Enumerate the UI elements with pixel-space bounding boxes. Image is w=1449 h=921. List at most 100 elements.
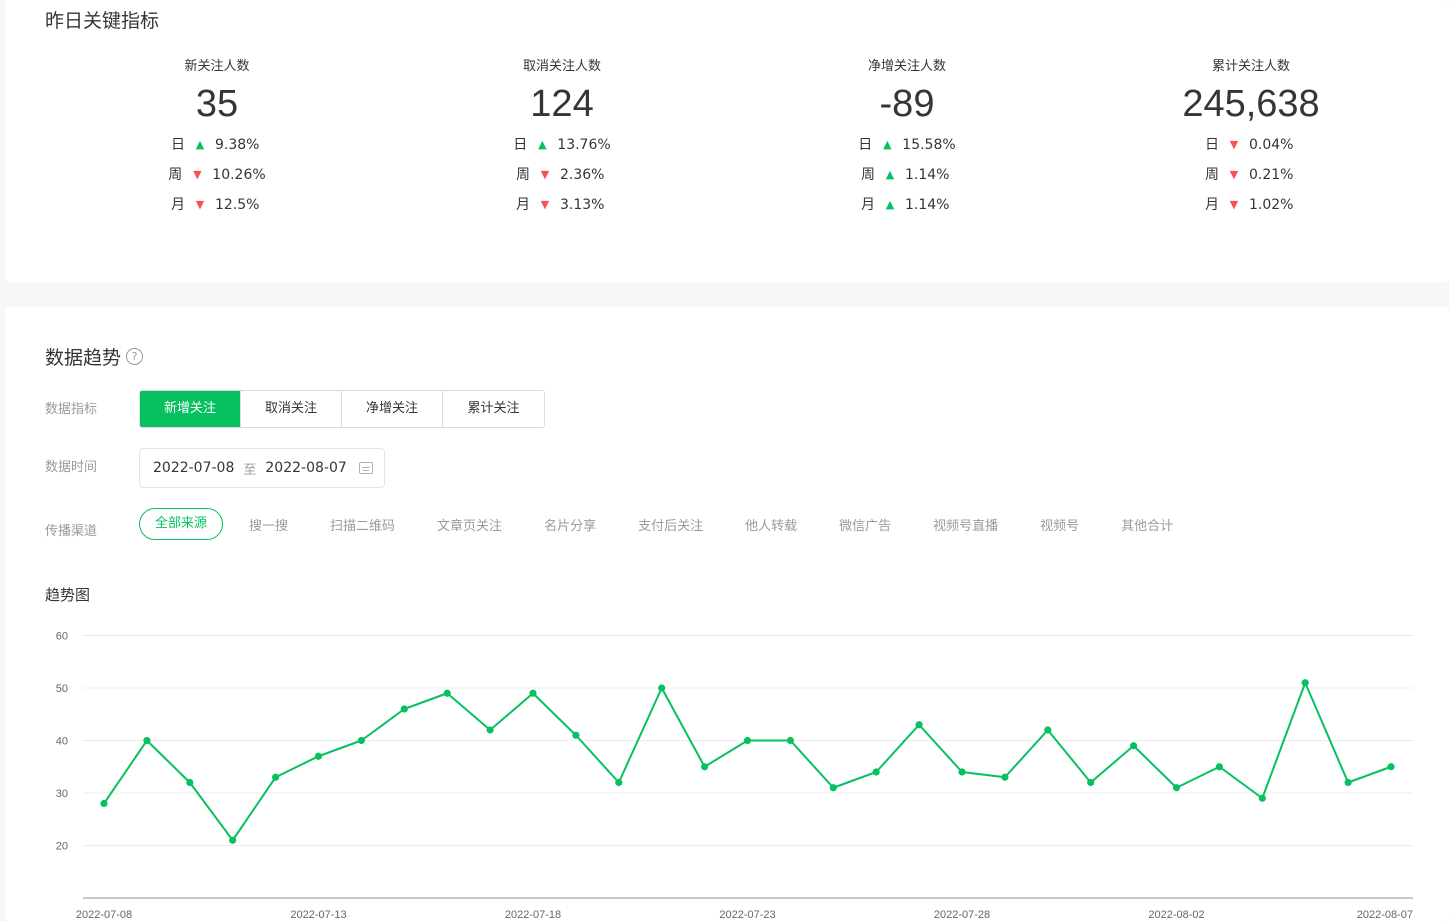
kpi-percent: 0.21% — [1249, 167, 1294, 183]
metric-tab[interactable]: 新增关注 — [140, 391, 241, 427]
y-tick-label: 20 — [56, 841, 68, 853]
trend-chart: 20 30 40 50 60 2022-07-08 2022-07-13 2022-07-18… — [56, 631, 1413, 921]
kpi-change-row: 日 ▲ 9.38% — [107, 130, 327, 160]
data-point[interactable] — [186, 778, 194, 787]
data-point[interactable] — [1130, 742, 1138, 750]
data-point[interactable] — [701, 763, 709, 771]
channel-tab[interactable]: 他人转载 — [745, 518, 798, 534]
channel-tab[interactable]: 其他合计 — [1121, 518, 1174, 534]
channel-tab[interactable]: 视频号直播 — [933, 518, 999, 534]
arrow-up-icon: ▲ — [883, 138, 892, 151]
kpi-percent: 3.13% — [560, 197, 605, 213]
series-line — [103, 681, 1392, 842]
kpi-change-row: 周 ▲ 1.14% — [797, 160, 1017, 190]
data-point[interactable] — [1215, 763, 1223, 771]
channel-tab[interactable]: 微信广告 — [839, 518, 892, 534]
data-point[interactable] — [357, 736, 365, 745]
date-end[interactable]: 2022-08-07 — [265, 460, 347, 476]
data-point[interactable] — [1172, 784, 1181, 792]
x-tick-label: 2022-07-23 — [719, 909, 775, 921]
kpi-value: -89 — [879, 83, 935, 125]
metric-segmented-control: 新增关注 取消关注 净增关注 累计关注 — [139, 390, 545, 428]
metric-tab[interactable]: 累计关注 — [443, 391, 544, 427]
metric-tab[interactable]: 净增关注 — [342, 391, 443, 427]
kpi-value: 35 — [195, 83, 239, 125]
channel-tab[interactable]: 支付后关注 — [638, 518, 704, 534]
data-point[interactable] — [1044, 726, 1052, 734]
data-point[interactable] — [272, 773, 280, 781]
kpi-percent: 12.5% — [215, 197, 260, 213]
calendar-icon[interactable] — [359, 462, 373, 474]
data-point[interactable] — [572, 731, 580, 739]
kpi-period: 月 — [516, 197, 530, 213]
x-tick-label: 2022-07-08 — [76, 909, 132, 921]
data-point[interactable] — [1087, 778, 1095, 787]
arrow-up-icon: ▲ — [885, 168, 895, 181]
data-point[interactable] — [872, 768, 880, 776]
arrow-down-icon: ▼ — [1229, 138, 1239, 151]
data-point[interactable] — [1258, 794, 1266, 802]
kpi-card: 累计关注人数 245,638 日 ▼ 0.04% 周 ▼ 0.21% 月 ▼ 1.02% — [1141, 56, 1361, 220]
data-point[interactable] — [658, 684, 666, 692]
data-point[interactable] — [314, 752, 323, 760]
question-circle-icon[interactable]: ? — [126, 348, 144, 365]
arrow-up-icon: ▲ — [195, 138, 205, 151]
data-point[interactable] — [100, 799, 108, 808]
data-point[interactable] — [1001, 773, 1009, 781]
y-tick-label: 50 — [56, 683, 68, 695]
data-point[interactable] — [1387, 763, 1395, 771]
metric-filter-label: 数据指标 — [45, 402, 98, 417]
kpi-change-row: 月 ▼ 12.5% — [107, 190, 327, 220]
kpi-change-row: 日 ▲ 13.76% — [452, 130, 672, 160]
channel-filter-list: 全部来源 搜一搜 扫描二维码 文章页关注 名片分享 支付后关注 他人转载 微信广告 视频号直播 视… — [139, 508, 1215, 540]
date-range-picker[interactable]: 2022-07-08 至 2022-08-07 — [139, 448, 385, 488]
kpi-percent: 1.14% — [905, 197, 950, 213]
kpi-percent: 10.26% — [212, 167, 266, 183]
kpi-period: 月 — [1205, 197, 1219, 213]
kpi-period: 周 — [1205, 167, 1219, 183]
time-filter-label: 数据时间 — [45, 460, 98, 475]
kpi-period: 日 — [513, 137, 528, 153]
channel-tab[interactable]: 名片分享 — [544, 518, 597, 534]
kpi-change-row: 周 ▼ 10.26% — [107, 160, 327, 190]
arrow-down-icon: ▼ — [540, 198, 550, 211]
kpi-period: 日 — [171, 137, 185, 153]
data-point[interactable] — [915, 721, 923, 729]
trend-section-title: 数据趋势 ? — [45, 343, 144, 370]
data-point[interactable] — [443, 689, 451, 697]
arrow-up-icon: ▲ — [885, 198, 895, 211]
x-tick-label: 2022-07-13 — [290, 909, 346, 921]
channel-tab[interactable]: 文章页关注 — [437, 518, 503, 534]
data-point[interactable] — [958, 768, 966, 776]
channel-filter-label: 传播渠道 — [45, 524, 98, 539]
data-point[interactable] — [743, 736, 752, 745]
kpi-section-title: 昨日关键指标 — [45, 10, 160, 32]
data-point[interactable] — [400, 705, 408, 713]
channel-tab[interactable]: 视频号 — [1040, 518, 1080, 534]
data-point[interactable] — [1344, 778, 1352, 787]
kpi-percent: 2.36% — [560, 167, 605, 183]
kpi-change-row: 日 ▲ 15.58% — [797, 130, 1017, 160]
channel-tab[interactable]: 扫描二维码 — [330, 518, 396, 534]
kpi-percent: 15.58% — [902, 137, 956, 153]
data-point[interactable] — [786, 736, 795, 745]
date-start[interactable]: 2022-07-08 — [153, 460, 235, 476]
date-separator: 至 — [243, 462, 257, 478]
data-point[interactable] — [829, 784, 837, 792]
data-point[interactable] — [229, 836, 237, 844]
data-point[interactable] — [1301, 679, 1309, 687]
kpi-change-row: 月 ▲ 1.14% — [797, 190, 1017, 220]
channel-tab[interactable]: 搜一搜 — [249, 518, 289, 534]
data-point[interactable] — [486, 726, 494, 734]
data-point[interactable] — [529, 689, 537, 697]
kpi-card: 新关注人数 35 日 ▲ 9.38% 周 ▼ 10.26% 月 ▼ 12.5% — [107, 56, 327, 220]
metric-tab[interactable]: 取消关注 — [241, 391, 342, 427]
channel-tab[interactable]: 全部来源 — [139, 508, 224, 540]
data-point[interactable] — [615, 778, 623, 787]
data-point[interactable] — [143, 736, 151, 745]
arrow-down-icon: ▼ — [193, 168, 202, 181]
kpi-change-row: 周 ▼ 2.36% — [452, 160, 672, 190]
kpi-panel: 昨日关键指标 新关注人数 35 日 ▲ 9.38% 周 ▼ 10.26% 月 ▼ 12.5% 取消关注… — [5, 0, 1449, 282]
kpi-card: 取消关注人数 124 日 ▲ 13.76% 周 ▼ 2.36% 月 ▼ 3.13% — [452, 56, 672, 220]
trend-title-text: 数据趋势 — [45, 347, 122, 369]
